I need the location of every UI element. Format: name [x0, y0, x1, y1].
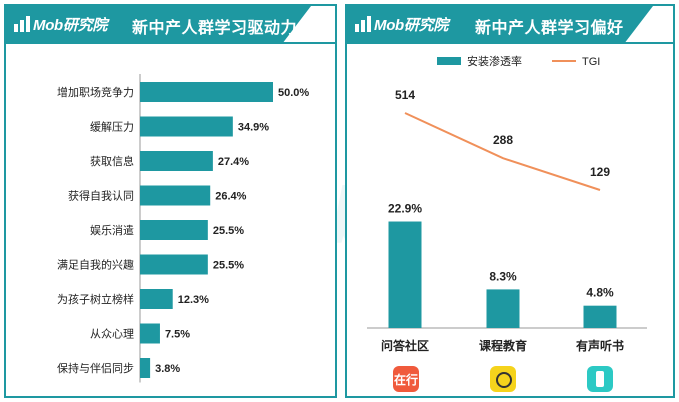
- category-label: 问答社区: [381, 338, 429, 353]
- bar: [583, 305, 617, 328]
- category-label: 课程教育: [479, 338, 527, 353]
- bar-value-label: 22.9%: [388, 202, 422, 216]
- learning-drivers-chart: 增加职场竞争力 50.0% 缓解压力 34.9% 获取信息 27.4% 获得自我认同 26.4…: [57, 74, 309, 383]
- category-label: 获取信息: [90, 154, 134, 168]
- value-label: 25.5%: [213, 260, 244, 272]
- value-label: 3.8%: [155, 363, 180, 375]
- bar: [388, 221, 422, 328]
- bar: [486, 289, 520, 328]
- category-label: 从众心理: [90, 328, 134, 341]
- value-label: 25.5%: [213, 225, 244, 237]
- category-label: 获得自我认同: [68, 190, 134, 203]
- bar-value-label: 4.8%: [586, 286, 614, 300]
- value-label: 27.4%: [218, 156, 249, 168]
- category-label: 缓解压力: [90, 120, 134, 134]
- panel-header: Mob研究院 新中产人群学习偏好: [347, 6, 673, 44]
- bar: [140, 323, 160, 344]
- value-label: 7.5%: [165, 329, 190, 341]
- legend-label: 安装渗透率: [467, 54, 522, 68]
- mob-logo: Mob研究院: [14, 14, 107, 34]
- bar: [140, 220, 208, 240]
- category-label: 保持与伴侣同步: [57, 361, 134, 375]
- panel-header: Mob研究院 新中产人群学习驱动力: [6, 6, 335, 44]
- category-label: 有声听书: [576, 338, 624, 353]
- yellow-circle-app-icon: [490, 366, 516, 392]
- left-chart-title: 新中产人群学习驱动力: [132, 20, 298, 37]
- tgi-line: [404, 112, 601, 191]
- bar-value-label: 8.3%: [489, 269, 517, 283]
- learning-preference-chart: 安装渗透率 TGI 22.9% 问答社区 8.3% 课程教育 4.8% 有声听书 514 288 1…: [367, 54, 647, 353]
- logo-text: Mob研究院: [33, 16, 108, 34]
- legend-label: TGI: [582, 56, 600, 68]
- bar: [140, 82, 273, 102]
- zaihang-app-icon: 在行: [393, 366, 419, 392]
- tgi-value-label: 129: [590, 165, 610, 179]
- mob-logo: Mob研究院: [355, 14, 448, 34]
- ximalaya-app-icon: [587, 366, 613, 392]
- value-label: 50.0%: [278, 87, 309, 99]
- value-label: 12.3%: [178, 294, 209, 306]
- category-label: 为孩子树立榜样: [57, 292, 134, 306]
- category-label: 娱乐消遣: [90, 223, 134, 237]
- logo-bars-icon: [14, 16, 30, 32]
- bar: [140, 289, 173, 309]
- bar: [140, 358, 151, 378]
- value-label: 26.4%: [215, 191, 246, 203]
- tgi-value-label: 514: [395, 88, 415, 102]
- logo-text: Mob研究院: [374, 16, 449, 34]
- legend-swatch-bar: [437, 57, 461, 65]
- value-label: 34.9%: [238, 122, 269, 134]
- category-label: 增加职场竞争力: [57, 85, 134, 99]
- bar: [140, 116, 233, 137]
- bar: [140, 151, 213, 171]
- bar: [140, 185, 211, 206]
- bar: [140, 254, 208, 275]
- logo-bars-icon: [355, 16, 371, 32]
- category-label: 满足自我的兴趣: [57, 258, 134, 272]
- right-chart-title: 新中产人群学习偏好: [475, 20, 624, 37]
- learning-preference-panel: Mob研究院 新中产人群学习偏好 安装渗透率 TGI 22.9% 问答社区 8.3% 课程…: [345, 4, 675, 398]
- learning-drivers-panel: Mob研究院 新中产人群学习驱动力 增加职场竞争力 50.0% 缓解压力 34.9% 获…: [4, 4, 337, 398]
- tgi-value-label: 288: [493, 133, 513, 147]
